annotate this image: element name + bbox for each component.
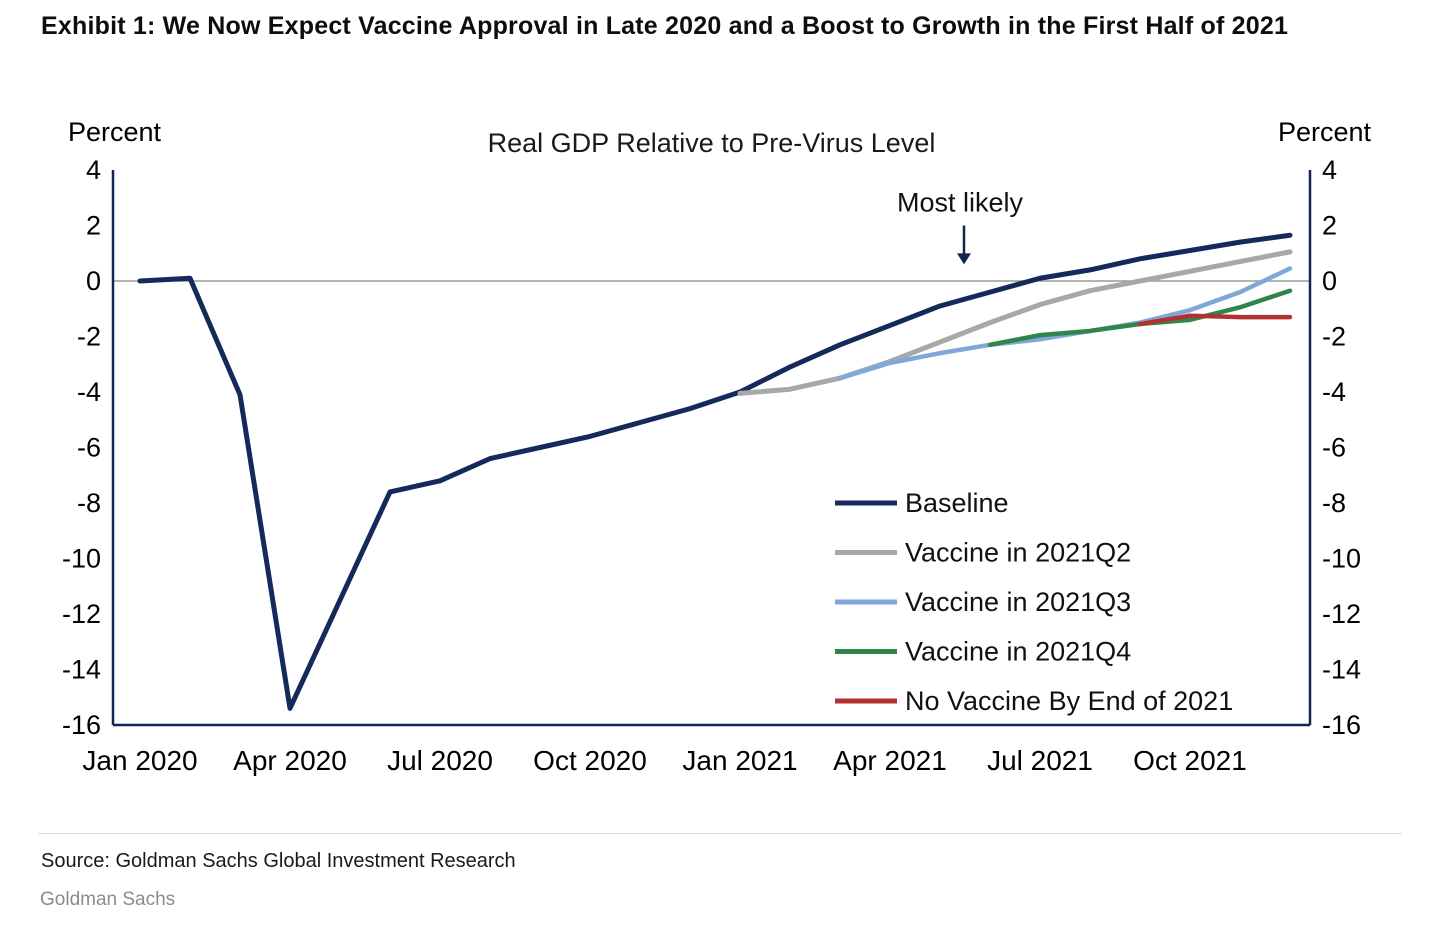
y-tick-left: -14 — [62, 655, 101, 685]
y-tick-left: 0 — [86, 266, 101, 296]
y-tick-left: -4 — [77, 377, 101, 407]
y-tick-right: -12 — [1322, 599, 1361, 629]
y-tick-left: -10 — [62, 544, 101, 574]
y-tick-left: 2 — [86, 211, 101, 241]
x-tick: Jan 2021 — [682, 745, 797, 776]
y-tick-right: 2 — [1322, 211, 1337, 241]
y-tick-right: 4 — [1322, 155, 1337, 185]
y-tick-right: 0 — [1322, 266, 1337, 296]
y-tick-right: -2 — [1322, 322, 1346, 352]
y-tick-left: -2 — [77, 322, 101, 352]
series-baseline — [137, 232, 1293, 711]
x-tick: Oct 2021 — [1133, 745, 1247, 776]
y-tick-left: -6 — [77, 433, 101, 463]
legend-label: Vaccine in 2021Q4 — [905, 637, 1131, 667]
gdp-line-chart: 4 4 2 2 0 0 -2 -2 -4 -4 -6 -6 -8 -8 -10 -10 -12 -12 -14 -14… — [62, 117, 1372, 776]
axis-unit-right: Percent — [1278, 117, 1372, 147]
legend-label: Baseline — [905, 488, 1009, 518]
series-vaccine-in-2021q3 — [837, 266, 1293, 381]
y-tick-right: -10 — [1322, 544, 1361, 574]
x-tick: Apr 2020 — [233, 745, 347, 776]
legend-label: No Vaccine By End of 2021 — [905, 686, 1233, 716]
y-tick-right: -16 — [1322, 710, 1361, 740]
x-tick: Jul 2021 — [987, 745, 1093, 776]
annotation-most-likely: Most likely — [897, 188, 1024, 218]
legend-label: Vaccine in 2021Q2 — [905, 538, 1131, 568]
y-tick-left: -8 — [77, 488, 101, 518]
footer-divider — [38, 833, 1402, 834]
x-tick: Oct 2020 — [533, 745, 647, 776]
y-tick-right: -4 — [1322, 377, 1346, 407]
legend-label: Vaccine in 2021Q3 — [905, 587, 1131, 617]
annotation-arrowhead — [957, 253, 971, 265]
y-tick-left: 4 — [86, 155, 101, 185]
x-tick: Jul 2020 — [387, 745, 493, 776]
series-vaccine-in-2021q2 — [737, 249, 1293, 396]
x-tick: Jan 2020 — [82, 745, 197, 776]
axis-unit-left: Percent — [68, 117, 162, 147]
series-no-vaccine-by-end-of-2021 — [1137, 313, 1293, 327]
brand-footer: Goldman Sachs — [40, 889, 176, 910]
y-tick-right: -6 — [1322, 433, 1346, 463]
exhibit-title: Exhibit 1: We Now Expect Vaccine Approva… — [41, 12, 1289, 40]
y-tick-left: -12 — [62, 599, 101, 629]
y-tick-right: -14 — [1322, 655, 1361, 685]
x-tick: Apr 2021 — [833, 745, 947, 776]
source-text: Source: Goldman Sachs Global Investment … — [41, 850, 516, 872]
y-tick-left: -16 — [62, 710, 101, 740]
y-tick-right: -8 — [1322, 488, 1346, 518]
chart-title: Real GDP Relative to Pre-Virus Level — [488, 128, 936, 158]
